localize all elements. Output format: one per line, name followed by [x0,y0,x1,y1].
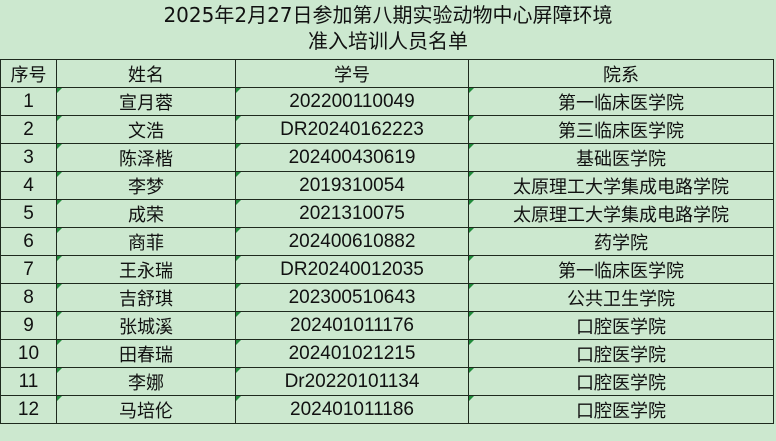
cell-student-id[interactable]: 202300510643 [235,283,469,312]
cell-department[interactable]: 第一临床医学院 [468,87,774,116]
cell-index[interactable]: 11 [0,367,57,396]
title-line-1: 2025年2月27日参加第八期实验动物中心屏障环境 [163,3,613,27]
cell-department[interactable]: 口腔医学院 [468,311,774,340]
table-row: 11 李娜 Dr20220101134 口腔医学院 [0,367,774,396]
header-department[interactable]: 院系 [468,59,774,88]
cell-student-id[interactable]: Dr20220101134 [235,367,469,396]
table-row: 8 吉舒琪 202300510643 公共卫生学院 [0,283,774,312]
cell-index[interactable]: 2 [0,115,57,144]
cell-student-id[interactable]: 2021310075 [235,199,469,228]
cell-student-id[interactable]: 202401011186 [235,395,469,424]
cell-name[interactable]: 王永瑞 [56,255,236,284]
table-row: 3 陈泽楷 202400430619 基础医学院 [0,143,774,172]
cell-index[interactable]: 6 [0,227,57,256]
header-index[interactable]: 序号 [0,59,57,88]
table-row: 12 马培伦 202401011186 口腔医学院 [0,395,774,424]
cell-department[interactable]: 口腔医学院 [468,339,774,368]
table-row: 6 商菲 202400610882 药学院 [0,227,774,256]
cell-student-id[interactable]: 202400610882 [235,227,469,256]
cell-student-id[interactable]: 202401021215 [235,339,469,368]
table-row: 5 成荣 2021310075 太原理工大学集成电路学院 [0,199,774,228]
cell-index[interactable]: 4 [0,171,57,200]
cell-department[interactable]: 第三临床医学院 [468,115,774,144]
cell-department[interactable]: 药学院 [468,227,774,256]
table-row: 9 张城溪 202401011176 口腔医学院 [0,311,774,340]
cell-name[interactable]: 文浩 [56,115,236,144]
cell-index[interactable]: 1 [0,87,57,116]
cell-index[interactable]: 9 [0,311,57,340]
cell-department[interactable]: 基础医学院 [468,143,774,172]
cell-name[interactable]: 马培伦 [56,395,236,424]
cell-department[interactable]: 口腔医学院 [468,367,774,396]
cell-index[interactable]: 8 [0,283,57,312]
cell-index[interactable]: 3 [0,143,57,172]
cell-student-id[interactable]: DR20240162223 [235,115,469,144]
cell-name[interactable]: 张城溪 [56,311,236,340]
title-line-2: 准入培训人员名单 [308,29,468,53]
table-row: 2 文浩 DR20240162223 第三临床医学院 [0,115,774,144]
cell-student-id[interactable]: 202400430619 [235,143,469,172]
cell-department[interactable]: 太原理工大学集成电路学院 [468,171,774,200]
cell-index[interactable]: 12 [0,395,57,424]
table-row: 7 王永瑞 DR20240012035 第一临床医学院 [0,255,774,284]
cell-name[interactable]: 宣月蓉 [56,87,236,116]
header-row: 序号 姓名 学号 院系 [0,59,774,88]
roster-table: 序号 姓名 学号 院系 1 宣月蓉 202200110049 第一临床医学院 2 文浩 DR… [0,59,774,424]
cell-student-id[interactable]: DR20240012035 [235,255,469,284]
cell-student-id[interactable]: 2019310054 [235,171,469,200]
cell-name[interactable]: 陈泽楷 [56,143,236,172]
cell-index[interactable]: 10 [0,339,57,368]
cell-department[interactable]: 口腔医学院 [468,395,774,424]
cell-student-id[interactable]: 202401011176 [235,311,469,340]
cell-index[interactable]: 5 [0,199,57,228]
table-row: 4 李梦 2019310054 太原理工大学集成电路学院 [0,171,774,200]
cell-name[interactable]: 成荣 [56,199,236,228]
cell-name[interactable]: 李梦 [56,171,236,200]
cell-department[interactable]: 太原理工大学集成电路学院 [468,199,774,228]
header-student-id[interactable]: 学号 [235,59,469,88]
cell-student-id[interactable]: 202200110049 [235,87,469,116]
cell-name[interactable]: 吉舒琪 [56,283,236,312]
header-name[interactable]: 姓名 [56,59,236,88]
cell-name[interactable]: 李娜 [56,367,236,396]
cell-department[interactable]: 第一临床医学院 [468,255,774,284]
cell-index[interactable]: 7 [0,255,57,284]
table-row: 10 田春瑞 202401021215 口腔医学院 [0,339,774,368]
cell-name[interactable]: 田春瑞 [56,339,236,368]
cell-name[interactable]: 商菲 [56,227,236,256]
table-row: 1 宣月蓉 202200110049 第一临床医学院 [0,87,774,116]
cell-department[interactable]: 公共卫生学院 [468,283,774,312]
sheet-title: 2025年2月27日参加第八期实验动物中心屏障环境 准入培训人员名单 [0,2,776,54]
